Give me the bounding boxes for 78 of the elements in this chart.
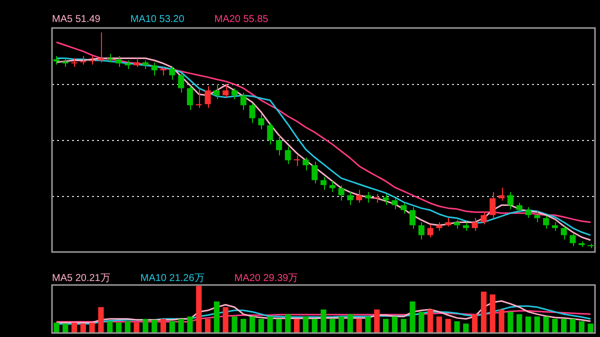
- bar: [54, 322, 60, 333]
- bar: [249, 316, 256, 333]
- text: MA20 29.39万: [234, 273, 298, 284]
- bar: [152, 320, 158, 333]
- candlestick: [462, 222, 469, 232]
- bar: [294, 318, 300, 333]
- bar: [463, 324, 469, 333]
- bar: [392, 316, 398, 333]
- bar: [312, 318, 318, 333]
- bar: [543, 316, 549, 333]
- text: MA5 20.21万: [52, 273, 110, 284]
- bar: [338, 316, 344, 333]
- bar: [116, 322, 122, 333]
- bar: [525, 316, 532, 333]
- bar: [365, 316, 371, 333]
- candlestick: [365, 192, 372, 204]
- bar: [107, 321, 113, 333]
- bar: [89, 322, 95, 333]
- bar: [124, 321, 130, 333]
- candlestick: [436, 222, 442, 232]
- bar: [552, 318, 558, 333]
- bar: [347, 314, 354, 333]
- bar: [134, 322, 140, 333]
- bar: [160, 318, 166, 333]
- bar: [400, 318, 406, 333]
- bar: [71, 322, 78, 333]
- candlestick: [552, 222, 558, 232]
- bar: [570, 318, 576, 333]
- candlestick: [498, 187, 505, 202]
- bar: [516, 314, 522, 333]
- text: MA10 53.20: [130, 14, 184, 25]
- bar: [80, 324, 86, 333]
- bar: [588, 324, 594, 333]
- bar: [214, 301, 220, 333]
- bar: [142, 318, 148, 333]
- bar: [204, 318, 211, 333]
- bar: [330, 318, 336, 333]
- bar: [98, 307, 104, 333]
- bar: [508, 312, 514, 333]
- bar: [356, 318, 362, 333]
- bar: [196, 286, 202, 333]
- text: MA5 51.49: [52, 14, 100, 25]
- bar: [374, 309, 380, 333]
- bar: [490, 294, 496, 333]
- bar: [561, 318, 567, 333]
- bar: [169, 321, 175, 333]
- bar: [258, 318, 264, 333]
- text: MA10 21.26万: [140, 273, 204, 284]
- bar: [320, 309, 326, 333]
- bar: [383, 318, 389, 333]
- text: MA20 55.85: [214, 14, 268, 25]
- bar: [534, 316, 540, 333]
- candlestick: [160, 66, 166, 76]
- bar: [498, 309, 504, 333]
- bar: [445, 318, 451, 333]
- bar: [276, 318, 282, 333]
- bar: [410, 301, 416, 333]
- bar: [454, 321, 460, 333]
- candlestick: [106, 53, 113, 64]
- bar: [178, 318, 184, 333]
- bar: [578, 321, 584, 333]
- bar: [232, 316, 238, 333]
- bar: [62, 324, 68, 333]
- candlestick: [570, 232, 576, 246]
- bar: [472, 314, 478, 333]
- bar: [480, 292, 487, 333]
- candlestick: [98, 32, 104, 64]
- bar: [222, 307, 228, 333]
- candlestick: [196, 88, 202, 108]
- bar: [187, 316, 193, 333]
- candlestick: [80, 56, 86, 66]
- bar: [267, 316, 273, 333]
- bar: [302, 316, 308, 333]
- bar: [428, 309, 434, 333]
- bar: [436, 316, 442, 333]
- bar: [240, 318, 246, 333]
- bar: [418, 312, 424, 333]
- bar: [285, 314, 291, 333]
